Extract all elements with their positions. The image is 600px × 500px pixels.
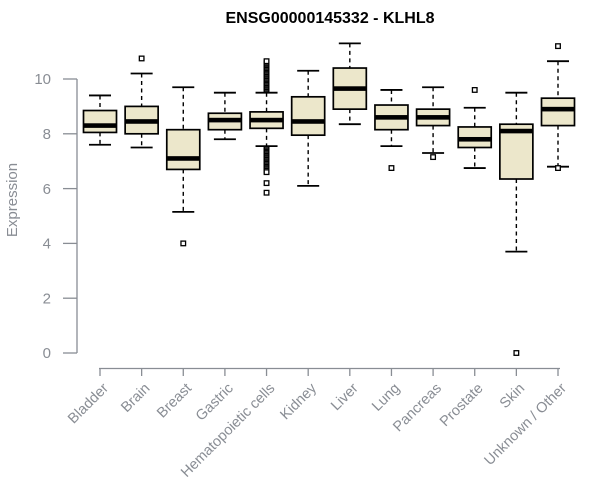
x-category-label: Skin: [497, 381, 528, 412]
y-axis-title: Expression: [4, 163, 21, 237]
chart-title: ENSG00000145332 - KLHL8: [226, 10, 435, 27]
box-unknown-other: [540, 43, 576, 171]
box-skin: [499, 91, 534, 356]
outlier-point: [513, 350, 520, 356]
y-tick-label: 6: [43, 181, 51, 198]
outlier-point: [555, 165, 561, 171]
outlier-point: [263, 169, 270, 176]
outlier-point: [138, 55, 145, 62]
outlier-point: [263, 180, 270, 187]
y-tick-label: 2: [43, 290, 51, 307]
outlier-point: [263, 58, 270, 65]
box-prostate: [457, 87, 493, 169]
y-tick-label: 8: [43, 126, 51, 143]
box-pancreas: [415, 86, 451, 161]
outlier-point: [430, 154, 437, 161]
y-axis: 0 2 4 6 8 10: [34, 71, 78, 362]
outlier-point: [388, 165, 395, 171]
box-brain: [124, 55, 159, 149]
outlier-point: [263, 189, 270, 196]
box-gastric: [207, 91, 243, 141]
x-category-label: Bladder: [65, 380, 112, 427]
box-lung: [374, 89, 409, 171]
x-category-label: Lung: [369, 381, 403, 415]
x-category-label: Liver: [328, 380, 362, 414]
x-category-label: Breast: [154, 381, 195, 422]
box-kidney: [290, 69, 326, 187]
box-hematopoietic-cells: [249, 58, 284, 196]
y-tick-label: 0: [43, 345, 51, 362]
x-category-label: Brain: [118, 381, 153, 416]
x-category-label: Kidney: [277, 380, 320, 423]
outlier-point: [555, 43, 561, 50]
box-marks: [82, 42, 576, 356]
box-bladder: [82, 94, 118, 146]
y-tick-label: 10: [34, 71, 51, 88]
box-breast: [165, 86, 201, 247]
outlier-point: [471, 87, 478, 93]
outlier-point: [180, 240, 187, 247]
box-liver: [332, 42, 368, 126]
x-category-label: Prostate: [437, 381, 486, 430]
y-tick-label: 4: [43, 236, 51, 253]
